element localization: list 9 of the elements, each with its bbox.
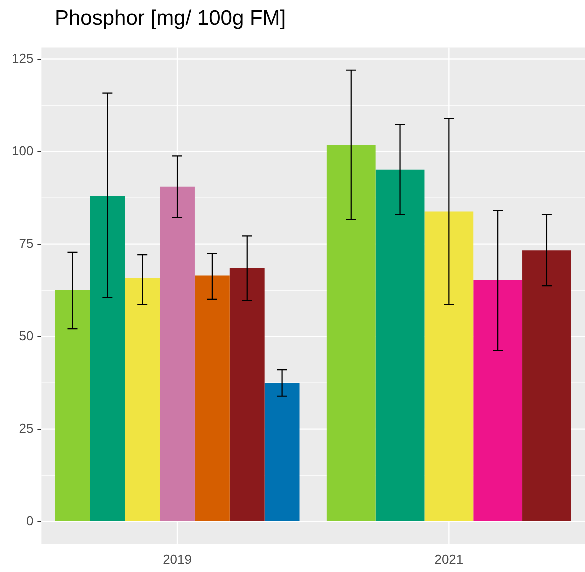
y-tick-label: 125 [12, 50, 34, 66]
y-tick-label: 100 [12, 143, 34, 158]
y-tick-label: 25 [19, 420, 34, 436]
x-tick-label: 2021 [434, 552, 464, 567]
y-tick-label: 50 [19, 328, 34, 344]
chart-title: Phosphor [mg/ 100g FM] [55, 6, 286, 32]
y-tick-label: 0 [26, 513, 34, 528]
y-tick-label: 75 [19, 236, 34, 251]
x-tick-label: 2019 [163, 552, 192, 567]
